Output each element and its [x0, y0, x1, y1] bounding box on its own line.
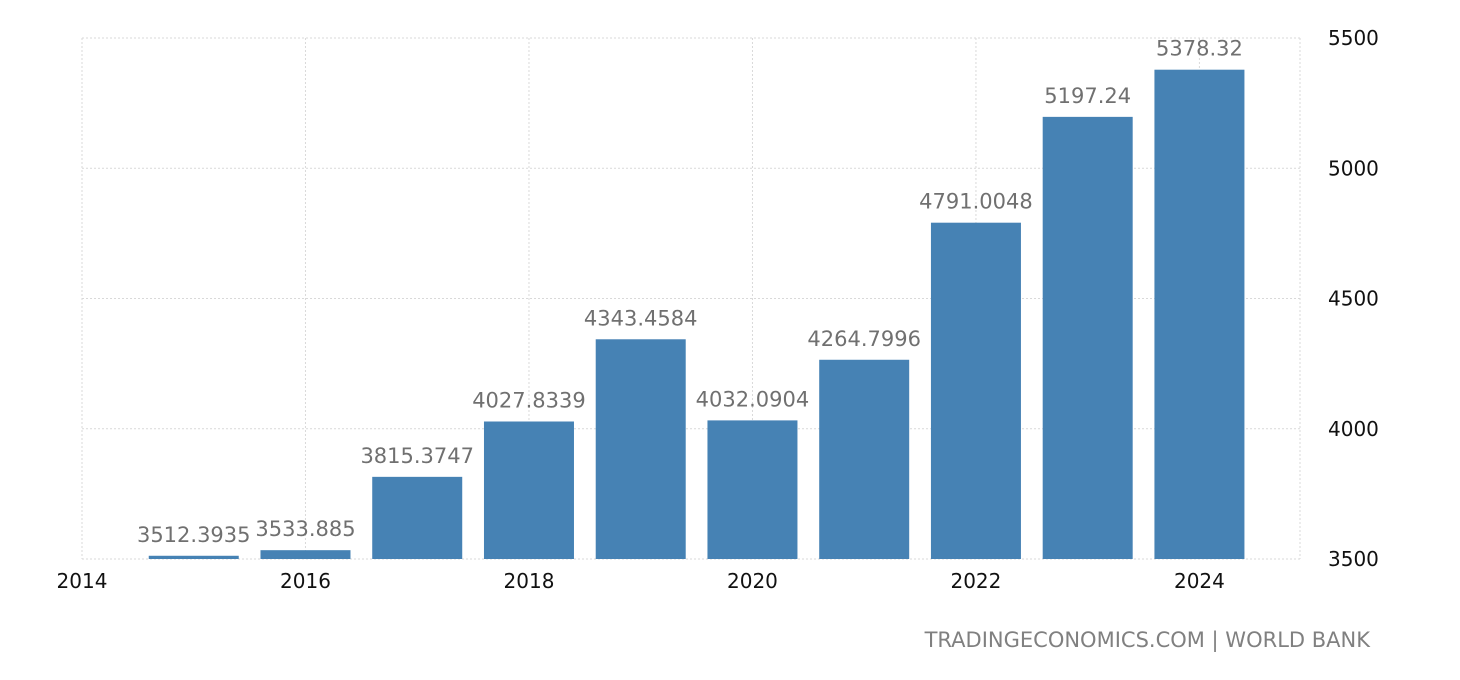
x-tick-label-2018: 2018: [504, 569, 555, 593]
bar-2021: [819, 359, 910, 559]
y-tick-label-4500: 4500: [1328, 287, 1379, 311]
x-tick-label-2022: 2022: [950, 569, 1001, 593]
bars: [148, 69, 1245, 560]
bar-2019: [595, 339, 686, 559]
data-label-2019: 4343.4584: [584, 306, 698, 330]
y-tick-label-5000: 5000: [1328, 156, 1379, 180]
x-tick-label-2020: 2020: [727, 569, 778, 593]
bar-2017: [372, 476, 463, 559]
bar-2024: [1154, 69, 1245, 560]
x-tick-label-2014: 2014: [57, 569, 108, 593]
data-label-2018: 4027.8339: [472, 388, 586, 412]
y-axis-ticks: 3500 4000 4500 5000 5500: [1328, 26, 1379, 571]
data-label-2020: 4032.0904: [696, 387, 810, 411]
data-label-2015: 3512.3935: [137, 523, 251, 547]
bar-2022: [930, 222, 1021, 560]
data-label-2024: 5378.32: [1156, 37, 1243, 61]
y-tick-label-4000: 4000: [1328, 417, 1379, 441]
bar-2016: [260, 550, 351, 559]
bar-2015: [148, 555, 239, 559]
source-attribution: TRADINGECONOMICS.COM | WORLD BANK: [924, 628, 1370, 652]
data-label-2017: 3815.3747: [360, 444, 474, 468]
data-label-2023: 5197.24: [1044, 84, 1131, 108]
y-tick-label-3500: 3500: [1328, 547, 1379, 571]
bar-2020: [707, 420, 798, 559]
y-tick-label-5500: 5500: [1328, 26, 1379, 50]
x-axis-ticks: 2014 2016 2018 2020 2022 2024: [57, 569, 1225, 593]
data-label-2016: 3533.885: [255, 517, 355, 541]
data-labels: 3512.3935 3533.885 3815.3747 4027.8339 4343.…: [137, 37, 1243, 547]
bar-2023: [1042, 116, 1133, 559]
data-label-2021: 4264.7996: [807, 327, 921, 351]
x-tick-label-2024: 2024: [1174, 569, 1225, 593]
bar-2018: [483, 421, 574, 559]
data-label-2022: 4791.0048: [919, 190, 1033, 214]
x-tick-label-2016: 2016: [280, 569, 331, 593]
